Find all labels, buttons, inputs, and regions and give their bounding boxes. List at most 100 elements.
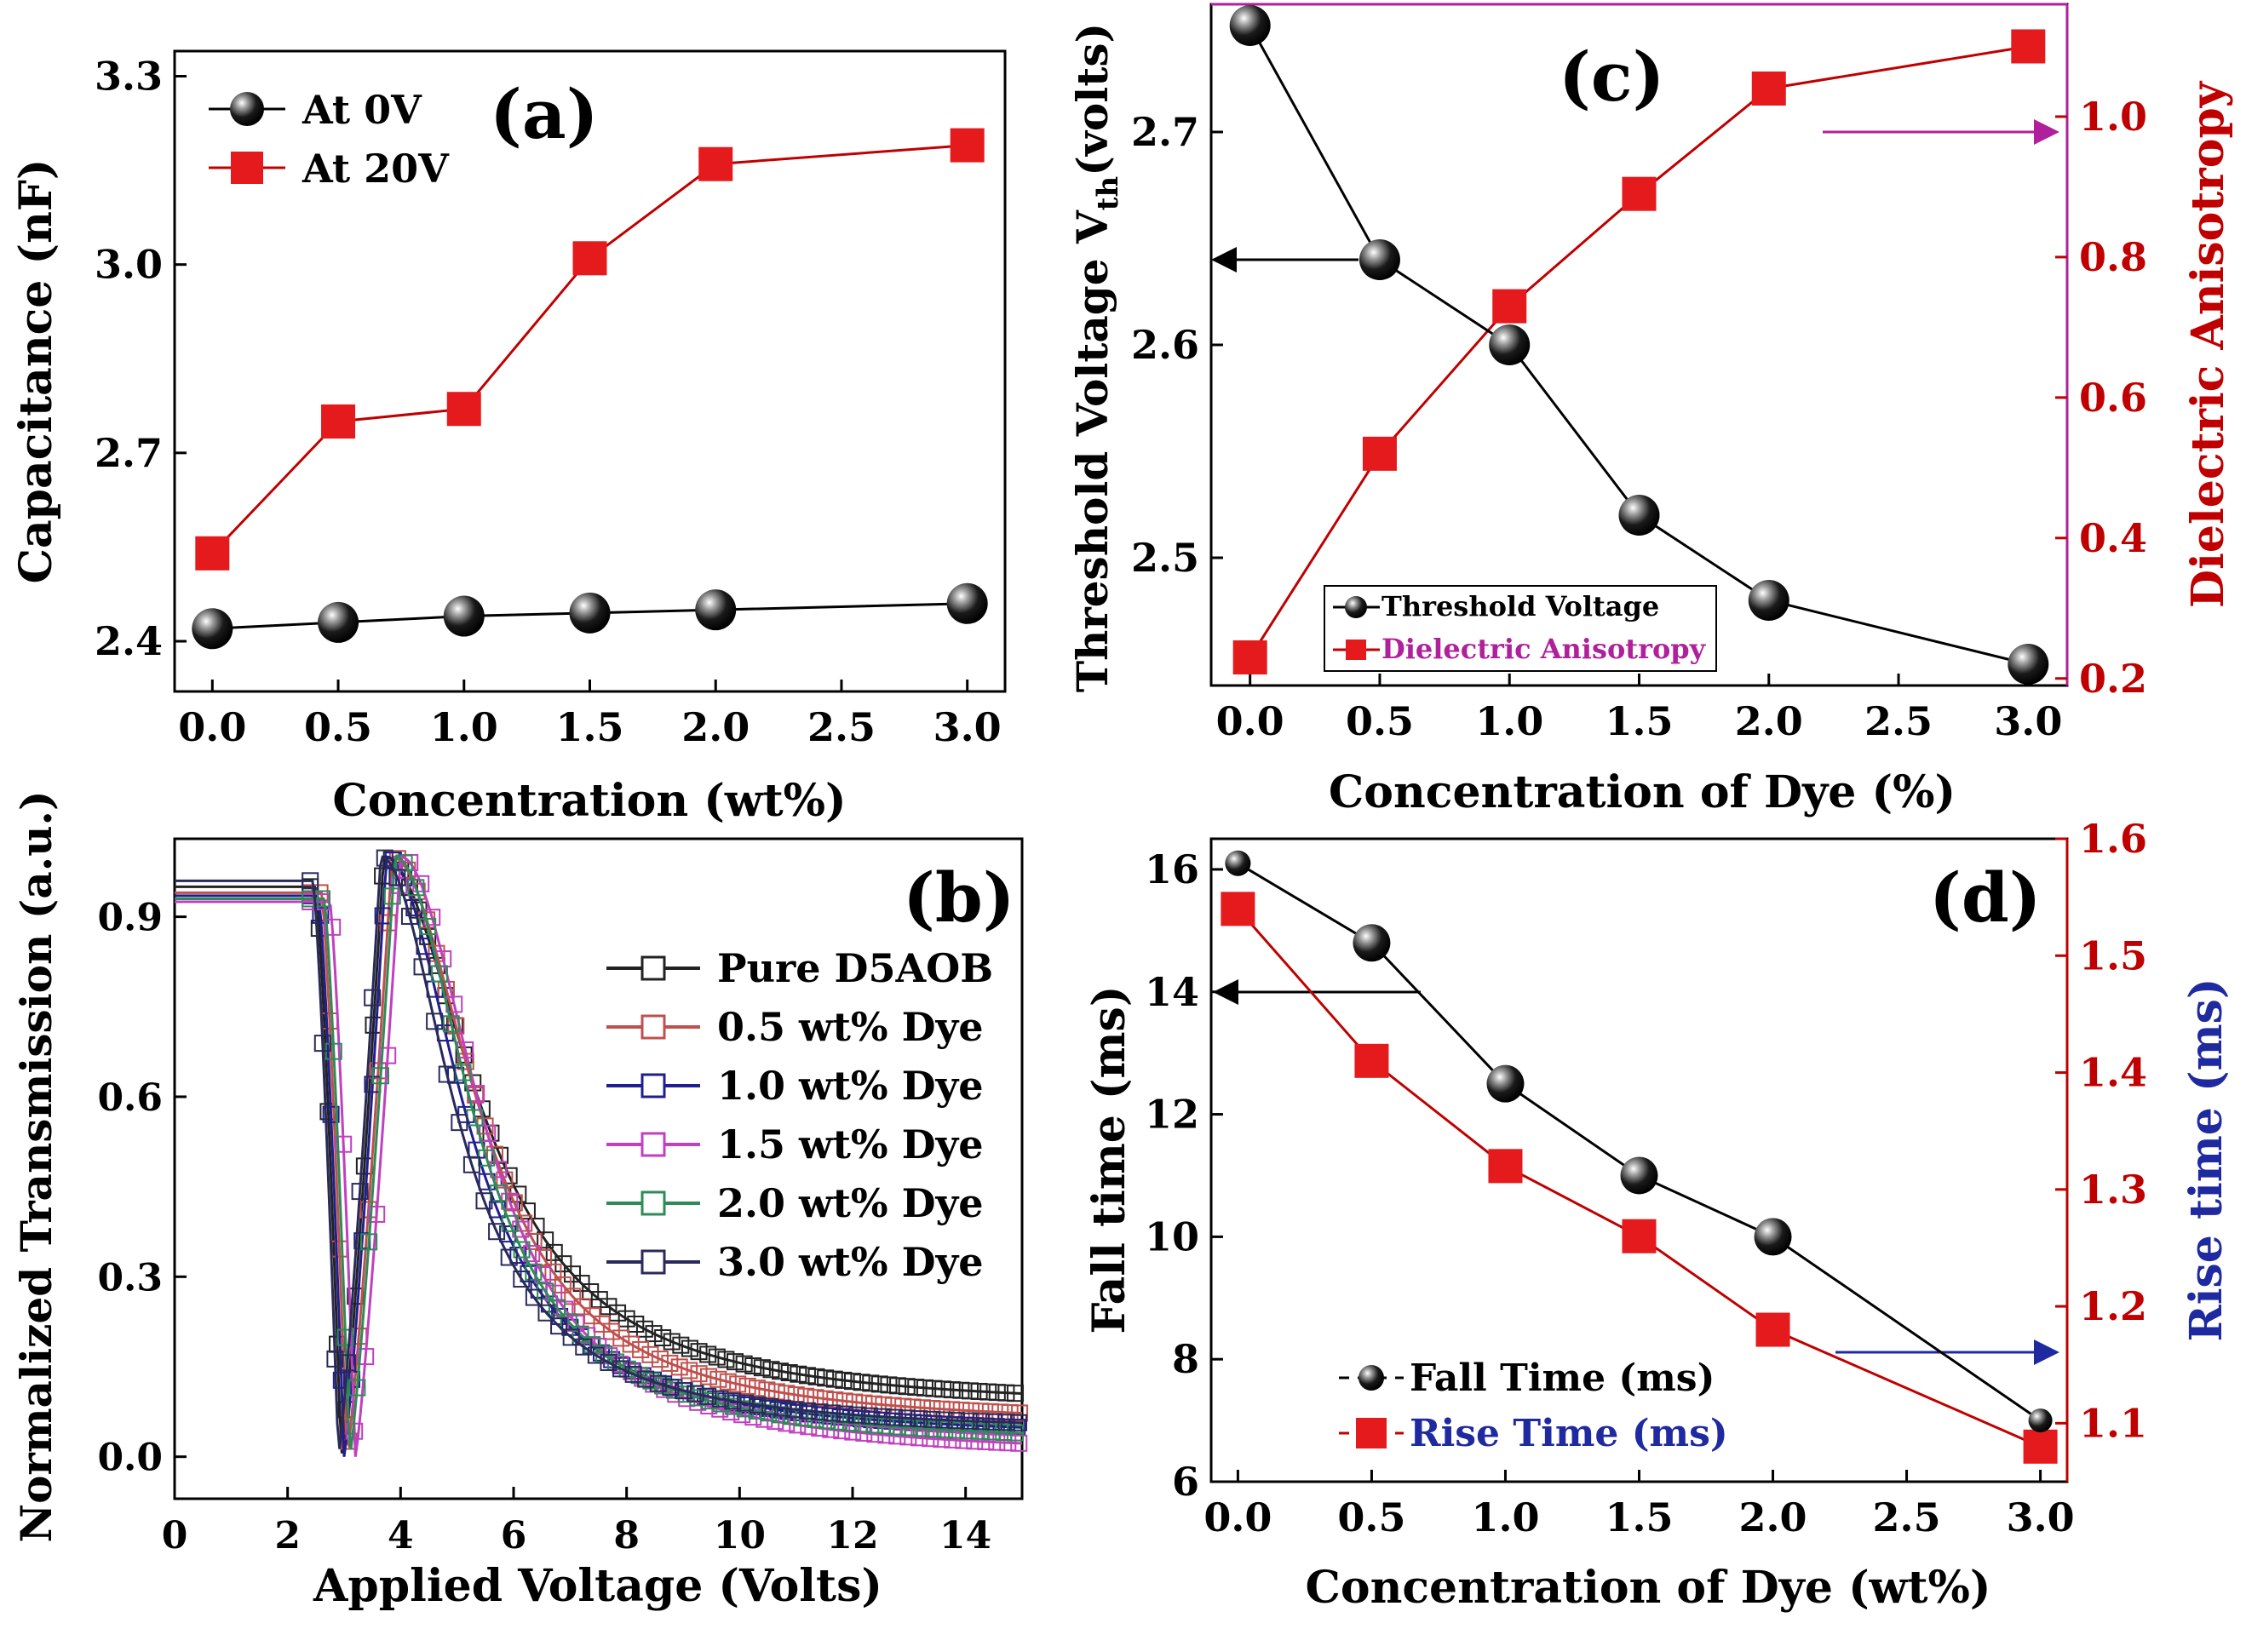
- series-b-point-4: [912, 1420, 930, 1437]
- panel-d-xtick-label: 3.0: [2007, 1494, 2075, 1540]
- panel-a-legend: At 0V At 20V: [209, 87, 450, 192]
- panel-c-ylabel-left-main: Threshold Voltage V: [1067, 209, 1117, 692]
- series-b-point-0: [825, 1370, 843, 1388]
- series-b-point-5: [513, 1271, 531, 1288]
- panel-d-right-ytick-label: 1.6: [2079, 816, 2147, 862]
- series-b-point-0: [898, 1378, 916, 1396]
- panel-c-xlabel: Concentration of Dye (%): [1329, 766, 1956, 818]
- legend-d-rise-marker: [1356, 1418, 1387, 1448]
- panel-a-ytick-label: 2.4: [95, 618, 163, 664]
- series-b-point-0: [925, 1380, 943, 1397]
- series-b-point-0: [790, 1365, 807, 1383]
- series-b-point-0: [997, 1384, 1015, 1402]
- series-b-point-4: [889, 1418, 907, 1436]
- panel-b-xlabel: Applied Voltage (Volts): [313, 1560, 882, 1612]
- series-b-point-0: [627, 1315, 645, 1333]
- series-b-point-0: [979, 1383, 997, 1401]
- series-b-point-0: [844, 1373, 861, 1391]
- series-b-point-0: [772, 1362, 790, 1380]
- panel-b-frame: [173, 837, 1024, 1500]
- series-b-point-3: [335, 1135, 353, 1153]
- panel-b-ytick-label: 0.3: [97, 1256, 163, 1299]
- series-b-point-4: [336, 1328, 354, 1346]
- legend-d-fall-label: Fall Time (ms): [1410, 1357, 1715, 1400]
- series-b-point-4: [971, 1422, 989, 1440]
- panel-a: 0.0 0.5 1.0 1.5 2.0 2.5 3.0 2.4 2.7 3.0 3.3 (a) C…: [10, 49, 1007, 827]
- series-b-point-0: [609, 1304, 627, 1322]
- panel-d-xlabel: Concentration of Dye (wt%): [1306, 1562, 1991, 1614]
- series-b-point-1: [681, 1362, 698, 1380]
- panel-c-right-ytick-label: 1.0: [2079, 94, 2147, 140]
- panel-b-ytick-label: 0.9: [97, 897, 163, 940]
- series-b-point-5: [662, 1379, 680, 1397]
- series-b-point-5: [699, 1387, 717, 1405]
- panel-d-left-ytick-label: 10: [1145, 1213, 1199, 1259]
- series-b-point-0: [708, 1348, 726, 1366]
- panel-b-ylabel: Normalized Transmission (a.u.): [11, 790, 61, 1542]
- series-b-point-4: [995, 1424, 1013, 1442]
- legend-b-label-5: 3.0 wt% Dye: [717, 1239, 984, 1285]
- series-a-20v-point: [572, 241, 607, 276]
- series-d-rise-point: [1488, 1149, 1523, 1184]
- series-b-point-0: [880, 1376, 898, 1394]
- series-b-point-1: [699, 1368, 717, 1385]
- series-b-point-0: [690, 1343, 708, 1361]
- panel-d-right-ytick-label: 1.1: [2079, 1400, 2147, 1446]
- series-b-point-0: [889, 1377, 907, 1395]
- series-b-point-0: [780, 1364, 798, 1382]
- series-b-point-0: [681, 1339, 698, 1357]
- panel-d-label: (d): [1929, 858, 2042, 938]
- series-b-point-5: [1010, 1414, 1028, 1431]
- series-b-point-5: [649, 1374, 667, 1392]
- panel-d-left-ytick-label: 8: [1172, 1336, 1199, 1382]
- panel-c-ylabel-left-sub: th: [1091, 176, 1125, 210]
- legend-c-anisotropy-label: Dielectric Anisotropy: [1381, 633, 1707, 665]
- legend-b-label-3: 1.5 wt% Dye: [717, 1121, 984, 1167]
- series-b-point-5: [488, 1223, 506, 1241]
- legend-b-label-1: 0.5 wt% Dye: [717, 1004, 984, 1050]
- panel-a-ytick-label: 2.7: [95, 430, 163, 476]
- series-a-0v-point: [695, 589, 737, 631]
- series-b-point-1: [749, 1380, 767, 1397]
- panel-a-ytick-label: 3.0: [95, 242, 163, 288]
- series-b-point-0: [618, 1310, 635, 1328]
- series-d-fall-point: [1486, 1064, 1525, 1103]
- legend-a-20v-label: At 20V: [302, 146, 450, 192]
- series-b-point-2: [322, 1105, 340, 1123]
- panel-d-right-ytick-label: 1.5: [2079, 932, 2147, 978]
- series-c-anisotropy-point: [1232, 640, 1267, 675]
- panel-d-left-ytick-label: 16: [1145, 846, 1199, 892]
- series-b-point-0: [654, 1328, 672, 1346]
- panel-c-left-ytick-label: 2.6: [1131, 322, 1199, 368]
- panel-b-xtick-label: 14: [939, 1514, 991, 1557]
- series-b-point-5: [388, 869, 406, 886]
- series-b-point-5: [997, 1414, 1015, 1431]
- series-b-point-5: [550, 1317, 568, 1335]
- series-b-point-5: [302, 872, 319, 890]
- series-b-point-5: [562, 1328, 580, 1346]
- series-b-point-5: [960, 1412, 978, 1430]
- series-b-point-4: [383, 887, 401, 905]
- panel-d-xtick-label: 2.5: [1873, 1494, 1941, 1540]
- series-b-point-5: [773, 1399, 791, 1417]
- panel-b-xtick-label: 0: [162, 1514, 188, 1557]
- series-b-point-0: [735, 1355, 753, 1373]
- series-b-point-5: [462, 1156, 480, 1173]
- series-d-fall-point: [1754, 1218, 1792, 1256]
- series-b-point-3: [988, 1433, 1006, 1451]
- series-b-point-5: [811, 1403, 829, 1421]
- series-b-point-2: [801, 1405, 819, 1423]
- panel-c-right-ytick-label: 0.8: [2079, 234, 2147, 280]
- panel-c-ylabel-right: Dielectric Anisotropy: [2182, 80, 2234, 608]
- series-b-point-5: [326, 1350, 344, 1368]
- panel-c-xtick-label: 1.0: [1475, 698, 1543, 744]
- series-b-point-0: [672, 1336, 690, 1354]
- series-b-point-5: [873, 1408, 891, 1425]
- series-d-fall-point: [1620, 1156, 1658, 1195]
- series-b-point-5: [600, 1353, 618, 1371]
- series-c-anisotropy-point: [1622, 176, 1657, 211]
- panel-c-xtick-label: 1.5: [1605, 698, 1673, 744]
- series-b-point-4: [983, 1423, 1001, 1441]
- series-b-point-5: [736, 1394, 754, 1412]
- series-b-point-3: [922, 1430, 939, 1448]
